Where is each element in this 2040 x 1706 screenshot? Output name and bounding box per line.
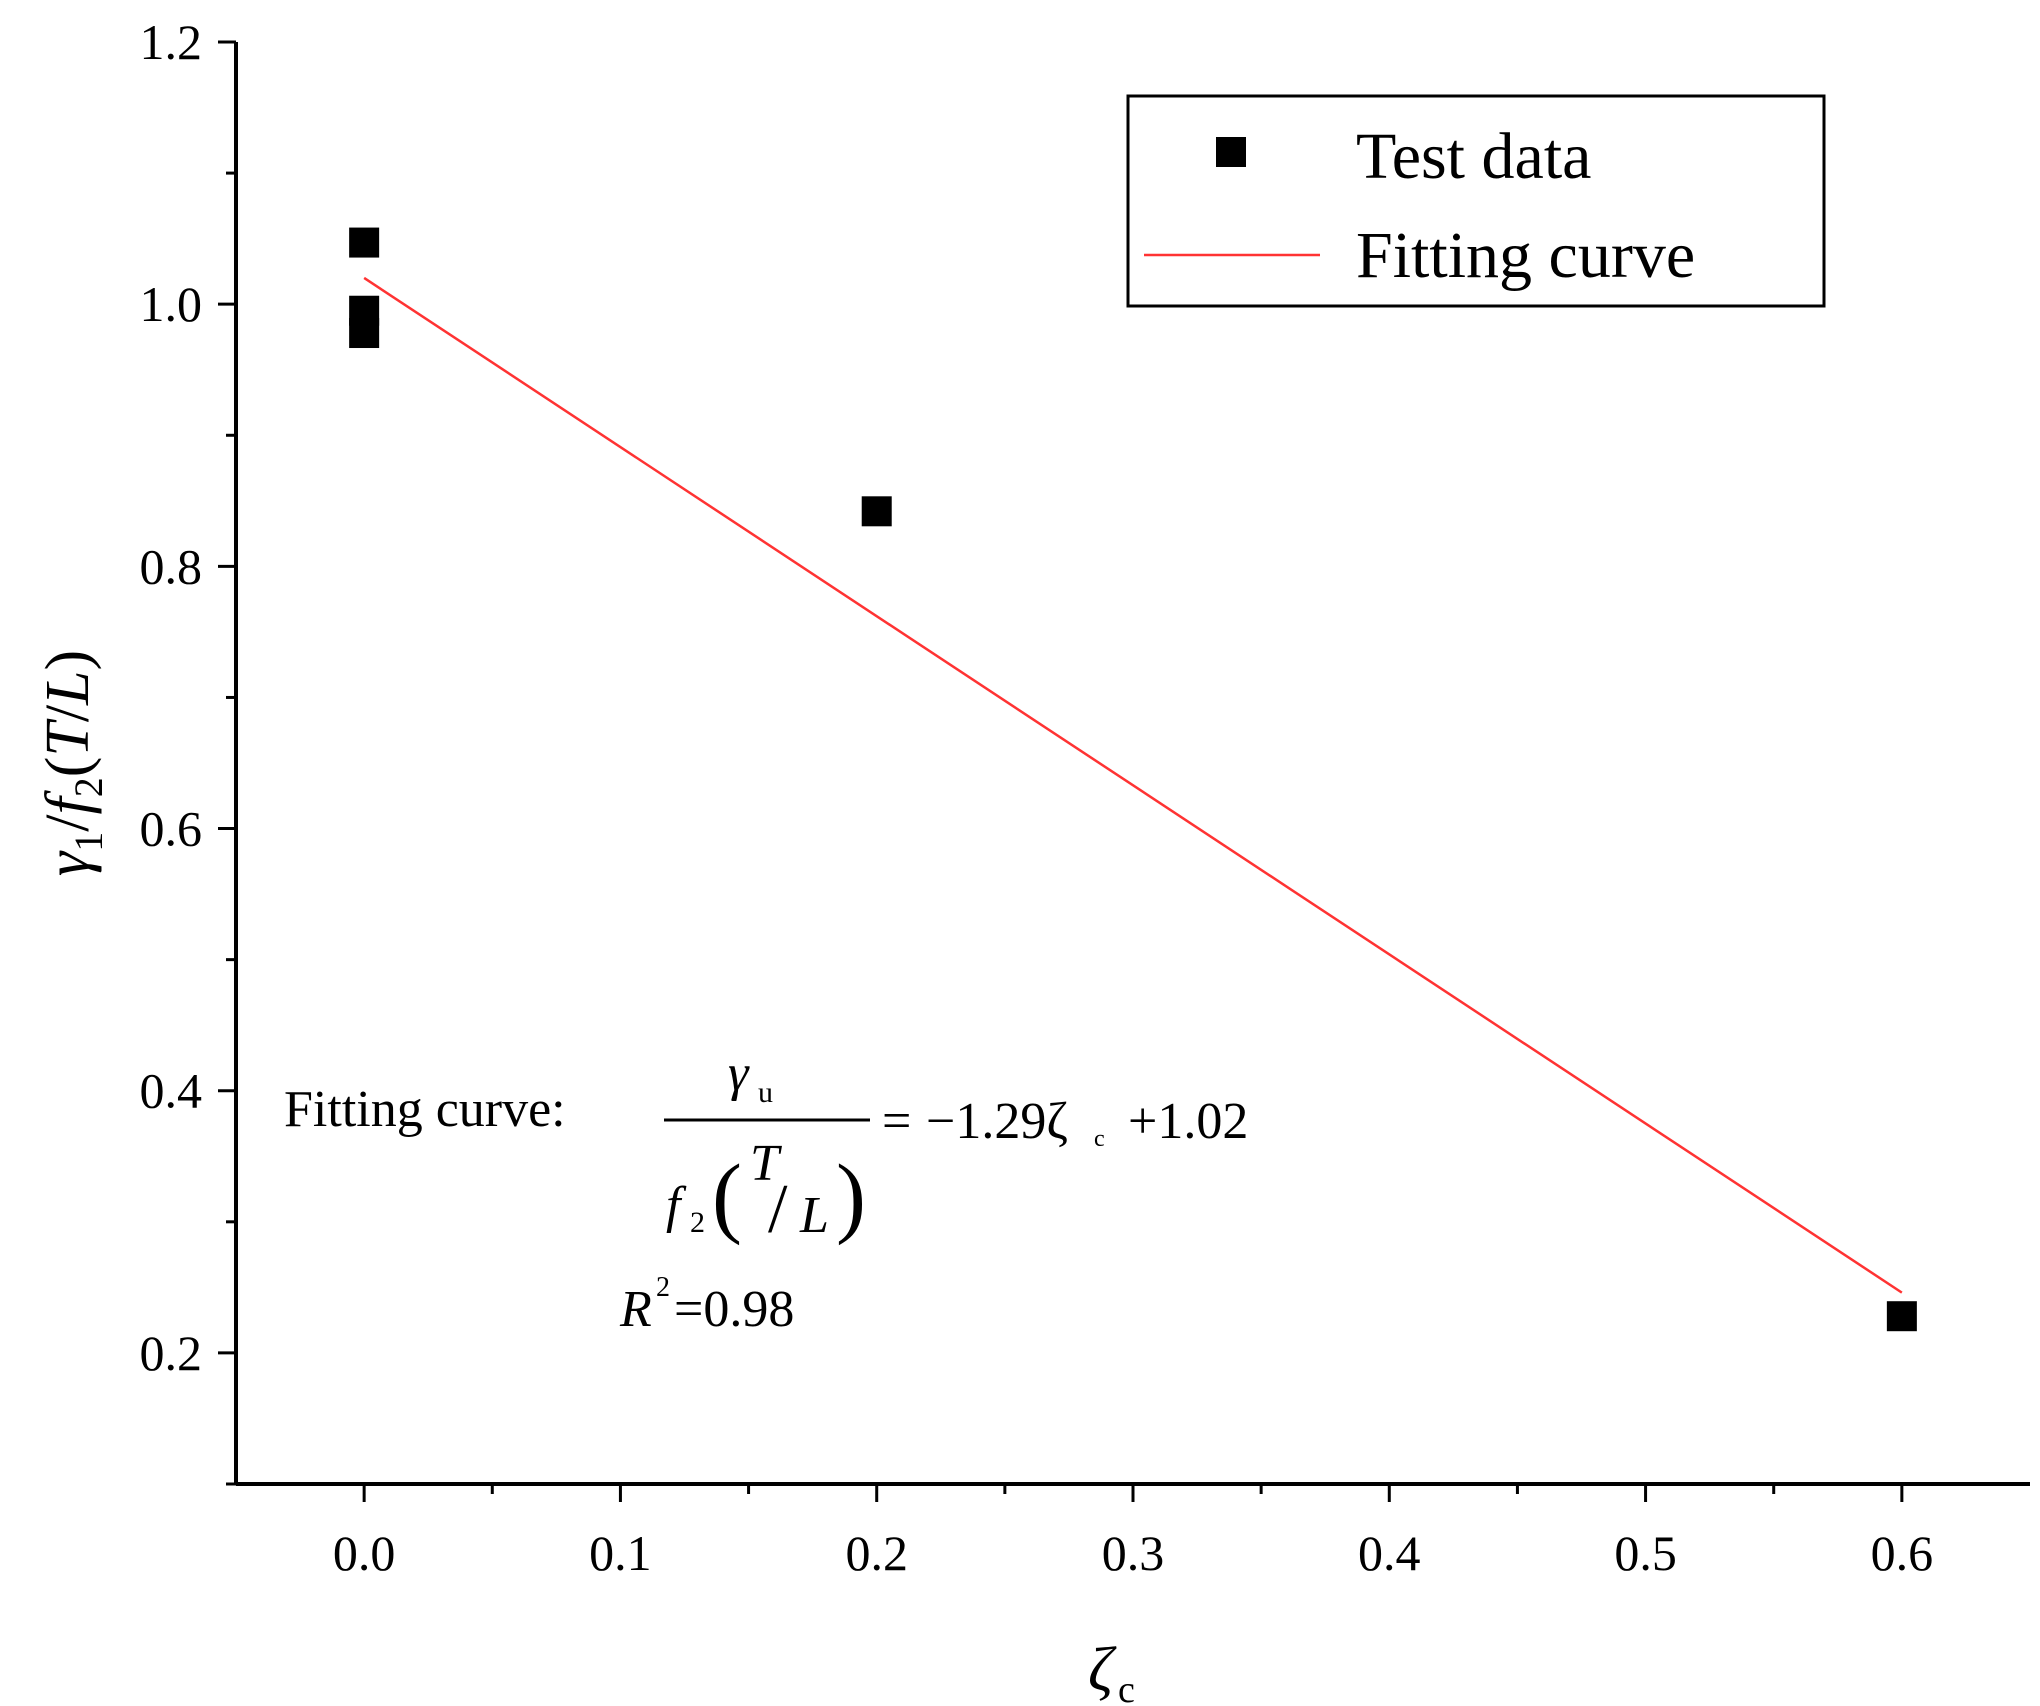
y-tick-label: 0.6 [140,801,203,857]
x-tick-label: 0.3 [1102,1525,1165,1581]
x-axis-title-main: ζ [1088,1636,1117,1704]
x-axis-title: ζ c [1088,1636,1135,1706]
test-data-point [349,318,380,349]
equation-rhs-sub: c [1094,1126,1105,1152]
y-tick-label: 0.4 [140,1063,203,1119]
equation-denominator-sub: 2 [690,1206,705,1239]
y-title-paren-close: ) [34,650,102,671]
fitting-equation-annotation: Fitting curve: γ u f 2 ( T / L ) = −1.29… [284,1045,1248,1338]
equation-numerator: γ [728,1045,750,1102]
x-tick-label: 0.1 [589,1525,652,1581]
y-title-gamma-sub: 1 [66,832,111,852]
x-tick-label: 0.5 [1614,1525,1677,1581]
x-tick-label: 0.2 [845,1525,908,1581]
y-title-gamma: γ [34,850,102,876]
y-title-L: L [34,670,102,705]
equation-denominator-L: L [799,1187,829,1244]
y-title-paren-open: ( [34,757,102,778]
y-axis-title: γ1/f2(T/L) [34,650,111,876]
equation-label: Fitting curve: [284,1081,566,1138]
y-tick-label: 0.2 [140,1325,203,1381]
x-axis-title-sub: c [1118,1669,1135,1706]
y-title-f-sub: 2 [66,777,111,797]
test-data-markers [349,227,1917,1332]
legend-box [1126,94,1826,308]
x-tick-label: 0.4 [1358,1525,1421,1581]
ticks [218,40,1904,1502]
legend-fitting-curve-label: Fitting curve [1356,219,1695,292]
equation-denominator-T: T [750,1135,782,1192]
equation-denominator-slash: / [768,1171,788,1248]
y-tick-label: 1.2 [140,14,203,70]
r-squared-sup: 2 [656,1272,670,1303]
y-title-slash2: / [34,704,102,722]
x-tick-label: 0.6 [1871,1525,1934,1581]
test-data-point [1886,1301,1917,1332]
y-title-T: T [34,718,102,757]
equation-denominator-open: ( [712,1147,742,1246]
test-data-point [861,496,892,527]
y-tick-label: 0.8 [140,538,203,594]
legend-test-data-marker [1216,137,1246,167]
y-tick-label: 1.0 [140,276,203,332]
equation-denominator-close: ) [836,1147,866,1246]
r-squared-value: =0.98 [674,1281,794,1338]
r-squared-R: R [619,1281,652,1338]
y-title-slash: / [34,814,102,832]
test-data-point [349,227,380,258]
equation-rhs-const: +1.02 [1128,1093,1248,1150]
x-tick-label: 0.0 [333,1525,396,1581]
tick-labels: 0.0 0.1 0.2 0.3 0.4 0.5 0.6 0.2 0.4 0.6 0.8 1.0 1.2 [140,14,1934,1581]
equation-numerator-sub: u [758,1076,773,1109]
svg-text:γ1/f2(T/L): γ1/f2(T/L) [34,650,111,876]
equation-equals: = [882,1093,911,1150]
fitting-curve-line [363,276,1903,1294]
legend-test-data-label: Test data [1356,120,1591,193]
equation-denominator-f: f [666,1177,687,1234]
legend: Test data Fitting curve [1126,94,1826,308]
fitting-curve-group [363,276,1903,1294]
equation-rhs-coef: −1.29ζ [926,1093,1068,1150]
